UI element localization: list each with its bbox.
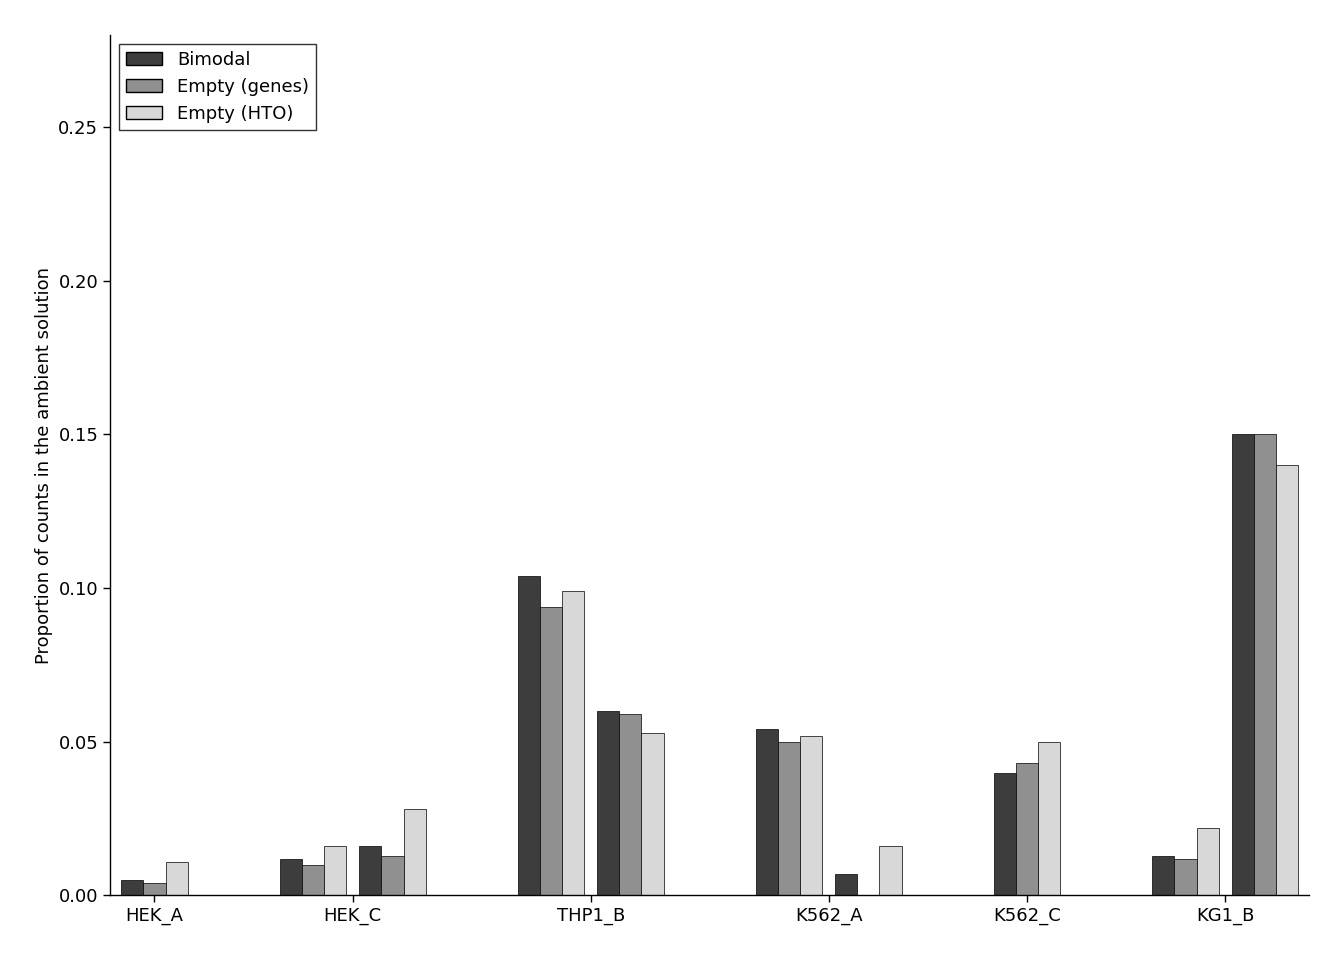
Bar xyxy=(324,847,347,896)
Bar xyxy=(1275,465,1298,896)
Bar xyxy=(620,714,641,896)
Bar xyxy=(641,732,664,896)
Bar xyxy=(1196,828,1219,896)
Bar xyxy=(121,880,144,896)
Bar xyxy=(403,809,426,896)
Bar xyxy=(382,855,403,896)
Bar xyxy=(1231,434,1254,896)
Bar xyxy=(993,773,1016,896)
Bar xyxy=(835,874,857,896)
Bar xyxy=(1175,858,1196,896)
Bar xyxy=(302,865,324,896)
Bar xyxy=(280,858,302,896)
Bar xyxy=(517,576,540,896)
Bar xyxy=(144,883,165,896)
Bar xyxy=(165,862,188,896)
Bar xyxy=(755,730,778,896)
Bar xyxy=(1016,763,1038,896)
Bar xyxy=(879,847,902,896)
Bar xyxy=(1152,855,1175,896)
Bar xyxy=(778,742,800,896)
Bar xyxy=(597,711,620,896)
Bar xyxy=(1254,434,1275,896)
Bar xyxy=(562,591,585,896)
Bar xyxy=(1038,742,1060,896)
Bar xyxy=(359,847,382,896)
Bar xyxy=(800,735,823,896)
Y-axis label: Proportion of counts in the ambient solution: Proportion of counts in the ambient solu… xyxy=(35,267,52,663)
Legend: Bimodal, Empty (genes), Empty (HTO): Bimodal, Empty (genes), Empty (HTO) xyxy=(120,44,316,131)
Bar xyxy=(540,607,562,896)
